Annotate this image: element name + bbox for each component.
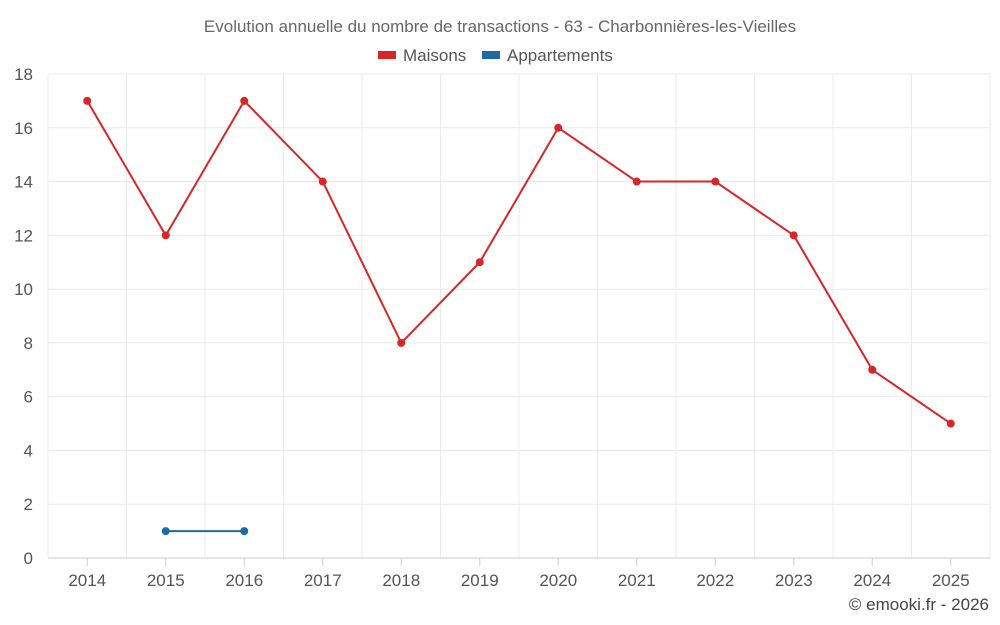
x-tick-label: 2024 <box>853 571 891 590</box>
data-point-maisons[interactable] <box>475 258 484 267</box>
data-point-maisons[interactable] <box>789 231 798 240</box>
legend: Maisons Appartements <box>378 46 613 65</box>
data-point-maisons[interactable] <box>554 123 563 132</box>
data-point-maisons[interactable] <box>318 177 327 186</box>
legend-item-maisons[interactable]: Maisons <box>378 46 466 65</box>
y-tick-label: 14 <box>14 173 33 192</box>
y-tick-label: 16 <box>14 119 33 138</box>
data-point-maisons[interactable] <box>83 96 92 105</box>
series-line-maisons <box>86 99 952 425</box>
x-tick-label: 2014 <box>68 571 106 590</box>
y-tick-label: 10 <box>14 280 33 299</box>
chart-title: Evolution annuelle du nombre de transact… <box>204 17 796 36</box>
x-tick-label: 2021 <box>618 571 656 590</box>
x-tick-label: 2018 <box>382 571 420 590</box>
legend-swatch-appartements <box>482 51 500 59</box>
data-point-maisons[interactable] <box>946 419 955 428</box>
data-point-maisons[interactable] <box>161 231 170 240</box>
y-tick-label: 4 <box>24 441 33 460</box>
x-tick-label: 2017 <box>304 571 342 590</box>
x-tick-label: 2020 <box>539 571 577 590</box>
y-tick-label: 0 <box>24 549 33 568</box>
data-point-maisons[interactable] <box>632 177 641 186</box>
x-tick-label: 2022 <box>696 571 734 590</box>
data-point-maisons[interactable] <box>397 338 406 347</box>
legend-label-maisons: Maisons <box>403 46 466 65</box>
legend-label-appartements: Appartements <box>507 46 613 65</box>
credit-text: © emooki.fr - 2026 <box>849 595 989 614</box>
axes: 0 2 4 6 8 10 12 14 16 18 2014 2015 2016 2017 2018 2019 2… <box>14 65 990 590</box>
legend-item-appartements[interactable]: Appartements <box>482 46 613 65</box>
y-tick-label: 8 <box>24 334 33 353</box>
data-point-maisons[interactable] <box>240 96 249 105</box>
series <box>83 96 955 536</box>
legend-swatch-maisons <box>378 51 396 59</box>
data-point-maisons[interactable] <box>868 365 877 374</box>
x-tick-label: 2025 <box>932 571 970 590</box>
x-tick-label: 2016 <box>225 571 263 590</box>
x-tick-label: 2019 <box>461 571 499 590</box>
y-tick-label: 18 <box>14 65 33 84</box>
series-maisons <box>83 96 955 428</box>
y-tick-label: 12 <box>14 226 33 245</box>
data-point-maisons[interactable] <box>711 177 720 186</box>
y-tick-label: 6 <box>24 388 33 407</box>
x-tick-label: 2023 <box>775 571 813 590</box>
data-point-appartements[interactable] <box>240 527 249 536</box>
data-point-appartements[interactable] <box>161 527 170 536</box>
x-tick-label: 2015 <box>147 571 185 590</box>
series-appartements <box>161 527 249 536</box>
y-tick-label: 2 <box>24 495 33 514</box>
grid <box>47 73 991 558</box>
